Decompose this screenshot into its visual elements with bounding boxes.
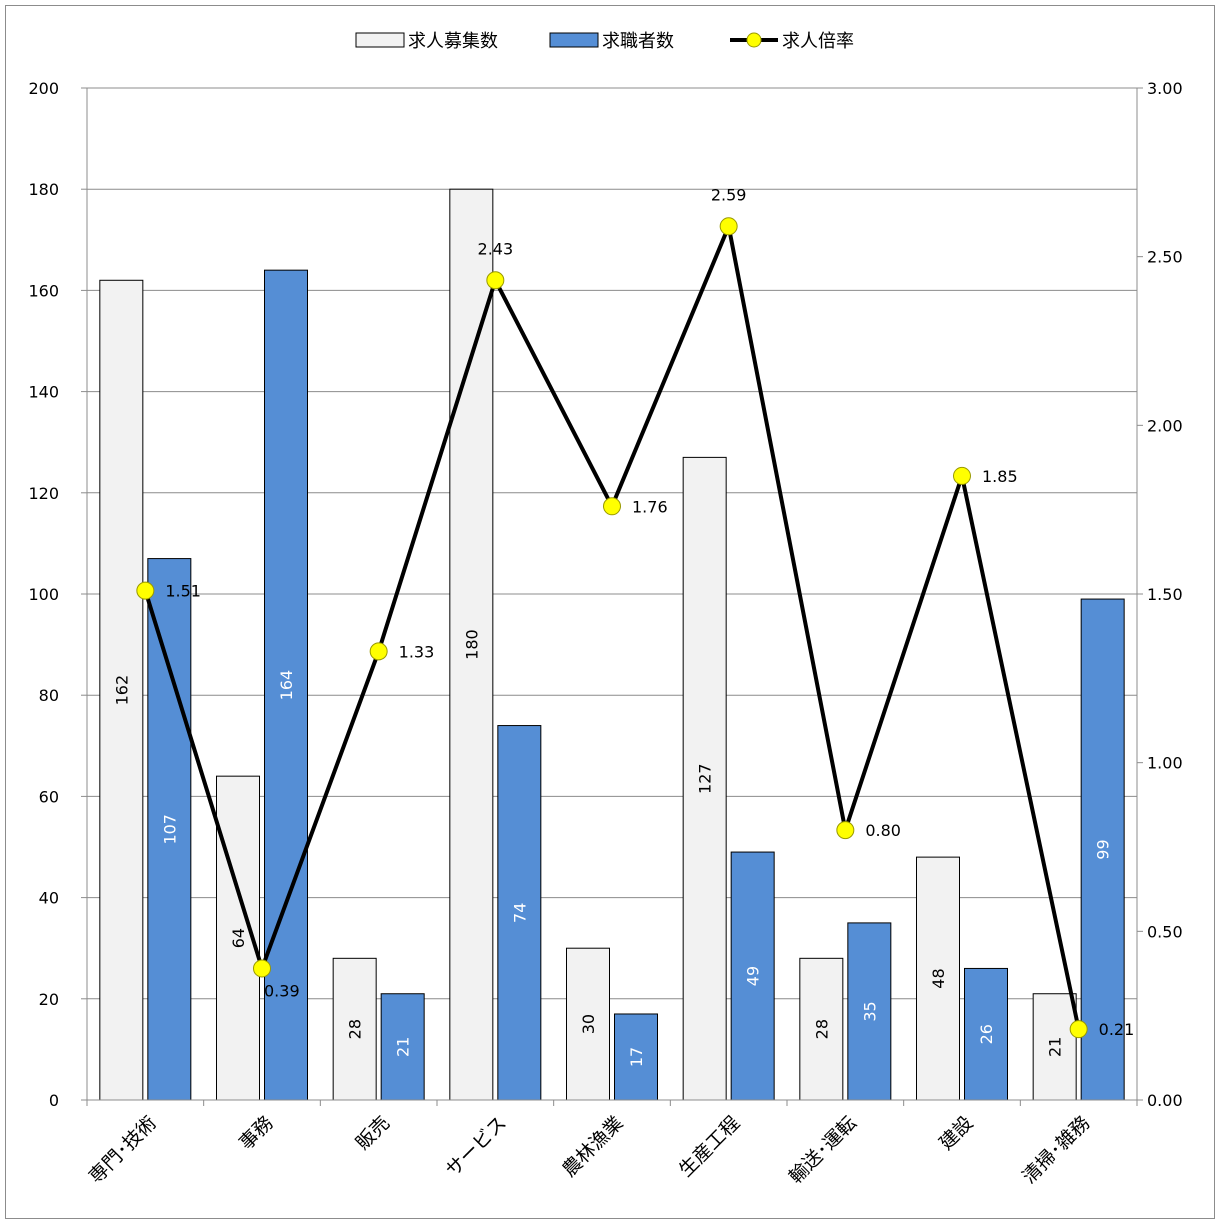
y-axis-tick-label: 160 — [28, 281, 59, 300]
ratio-point — [253, 959, 271, 978]
bar-value-label: 26 — [977, 1024, 996, 1044]
y-axis-tick-label: 180 — [28, 180, 59, 199]
bar — [497, 725, 542, 1101]
bar-value-label: 164 — [277, 670, 296, 701]
bar-value-label: 48 — [929, 968, 948, 988]
bar-value-label: 127 — [696, 763, 715, 794]
bar — [964, 967, 1008, 1101]
y-axis-tick-label: 140 — [28, 383, 59, 402]
ratio-point — [486, 271, 505, 290]
y2-axis-tick-label: 1.00 — [1147, 754, 1183, 773]
bar-value-label: 30 — [579, 1014, 598, 1034]
y-axis-tick-label: 40 — [39, 889, 59, 908]
ratio-value-label: 1.76 — [632, 497, 668, 516]
ratio-point — [719, 217, 738, 236]
ratio-value-label: 0.21 — [1099, 1020, 1135, 1039]
bar — [449, 188, 494, 1101]
bar — [1032, 993, 1077, 1101]
bar — [1080, 598, 1125, 1101]
bar-value-label: 21 — [1046, 1037, 1065, 1057]
bar-value-label: 28 — [812, 1019, 831, 1039]
ratio-value-label: 1.51 — [165, 582, 201, 601]
bar — [566, 947, 610, 1101]
bar-value-label: 28 — [346, 1019, 365, 1039]
ratio-value-label: 1.85 — [982, 467, 1018, 486]
ratio-point — [369, 642, 388, 661]
x-axis-category-label: 事務 — [235, 1112, 277, 1154]
bar-value-label: 21 — [394, 1037, 413, 1057]
bar — [916, 856, 960, 1101]
x-axis-category-label: 生産工程 — [675, 1112, 744, 1181]
ratio-point — [136, 581, 155, 600]
bar-value-label: 180 — [462, 629, 481, 660]
ratio-point — [953, 466, 971, 485]
bar — [147, 558, 192, 1101]
y-axis-tick-label: 200 — [28, 79, 59, 98]
legend-label: 求職者数 — [602, 31, 674, 52]
ratio-point — [836, 821, 855, 840]
x-axis-category-label: 輸送･運転 — [785, 1112, 861, 1188]
bar-value-label: 107 — [160, 814, 179, 845]
y2-axis-tick-label: 2.50 — [1147, 248, 1183, 267]
ratio-value-label: 0.80 — [865, 821, 901, 840]
legend-swatch-seekers — [549, 32, 599, 48]
ratio-value-label: 1.33 — [399, 642, 435, 661]
y2-axis-tick-label: 3.00 — [1147, 79, 1183, 98]
y-axis-tick-label: 100 — [28, 585, 59, 604]
legend: 求人募集数 求職者数 求人倍率 — [355, 31, 854, 52]
bar — [264, 269, 308, 1101]
bar — [380, 993, 425, 1101]
ratio-value-label: 2.43 — [478, 239, 514, 258]
ratio-value-label: 0.39 — [264, 981, 300, 1000]
bar — [682, 456, 727, 1101]
ratio-point — [1069, 1020, 1088, 1039]
ratio-value-label: 2.59 — [711, 185, 747, 204]
bar — [799, 957, 844, 1101]
y2-axis-tick-label: 0.50 — [1147, 922, 1183, 941]
bar — [99, 279, 144, 1101]
legend-label: 求人倍率 — [782, 31, 854, 52]
y2-axis-tick-label: 0.00 — [1147, 1091, 1183, 1110]
legend-swatch-ratio-marker — [746, 32, 762, 48]
bar — [730, 851, 775, 1101]
y-axis-tick-label: 60 — [39, 787, 59, 806]
y-axis-tick-label: 120 — [28, 484, 59, 503]
bar-value-label: 162 — [112, 675, 131, 706]
legend-label: 求人募集数 — [408, 31, 498, 52]
bar-value-label: 49 — [744, 966, 763, 986]
bar-value-label: 99 — [1094, 839, 1113, 859]
legend-swatch-requests — [355, 32, 405, 48]
y2-axis-tick-label: 1.50 — [1147, 585, 1183, 604]
bar — [847, 922, 892, 1101]
y-axis-tick-label: 20 — [39, 990, 59, 1009]
y2-axis-tick-label: 2.00 — [1147, 416, 1183, 435]
bar — [216, 775, 260, 1101]
bar-value-label: 64 — [229, 928, 248, 948]
x-axis-category-label: 販売 — [352, 1112, 394, 1154]
y-axis-tick-label: 80 — [39, 686, 59, 705]
bars — [99, 188, 1125, 1101]
ratio-line — [136, 217, 1088, 1039]
x-axis-category-label: 農林漁業 — [558, 1112, 627, 1181]
bar — [614, 1013, 658, 1101]
ratio-point — [603, 497, 621, 516]
bar-value-label: 17 — [627, 1047, 646, 1067]
x-axis-category-label: サービス — [442, 1112, 511, 1181]
bar-value-label: 74 — [510, 903, 529, 923]
x-axis-category-label: 専門･技術 — [85, 1112, 161, 1188]
x-axis-category-label: 清掃･雑務 — [1018, 1112, 1094, 1188]
data-labels: 162 64 28 180 30 127 28 48 21 107 164 21 74 17 49 35 26 9… — [112, 185, 1134, 1067]
bar — [332, 957, 377, 1101]
y-axis-tick-label: 0 — [49, 1091, 59, 1110]
x-axis-category-label: 建設 — [935, 1112, 977, 1154]
bar-value-label: 35 — [860, 1001, 879, 1021]
